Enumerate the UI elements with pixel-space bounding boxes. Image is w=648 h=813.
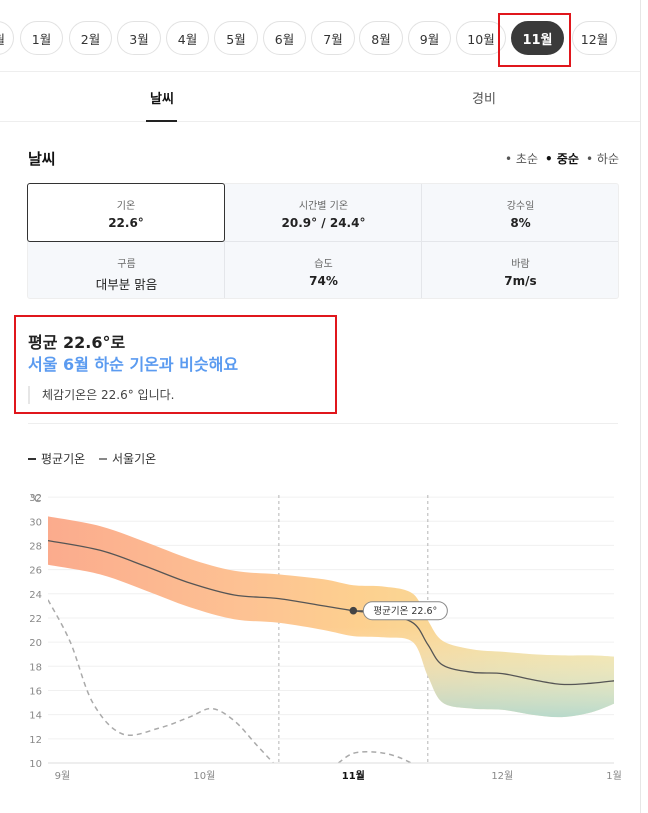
segment-late-label: 하순	[596, 152, 619, 166]
legend-dashed-line-icon	[99, 457, 107, 460]
stat-hourly-label: 시간별 기온	[298, 201, 349, 212]
segment-early[interactable]: • 초순	[505, 152, 538, 166]
highlight-box-month	[498, 13, 571, 67]
month-pill[interactable]: 4월	[166, 21, 209, 55]
month-pill[interactable]: 5월	[214, 21, 258, 55]
legend-avg: 평균기온	[28, 450, 85, 467]
stat-cloud-value: 대부분 맑음	[95, 277, 158, 292]
month-pill[interactable]: 7월	[311, 21, 355, 55]
marker-point	[349, 606, 358, 615]
stat-rain-label: 강수일	[506, 201, 535, 212]
segment-mid[interactable]: • 중순	[545, 152, 579, 166]
stat-cloud-label: 구름	[117, 259, 136, 270]
summary-comparison: 서울 6월 하순 기온과 비슷해요	[28, 355, 239, 374]
y-tick-label: 12	[29, 735, 42, 746]
stat-humidity-label: 습도	[314, 259, 333, 270]
stat-humidity[interactable]: 습도 74%	[225, 242, 422, 299]
month-pill[interactable]: 8월	[359, 21, 403, 55]
stat-wind[interactable]: 바람 7m/s	[422, 242, 619, 299]
section-divider	[28, 423, 618, 424]
temperature-chart: ℃ 10 12 14 16 18 20 22 24 26 28 30 32 9월 10월 11월 12월 1월 평…	[29, 493, 622, 782]
stat-cloud[interactable]: 구름 대부분 맑음	[28, 242, 225, 299]
x-tick-label: 9월	[55, 770, 71, 782]
y-tick-label: 30	[29, 517, 42, 528]
y-tick-label: 22	[29, 614, 42, 625]
month-pill[interactable]: 2월	[69, 21, 112, 55]
month-pill[interactable]: 3월	[117, 21, 161, 55]
segment-early-label: 초순	[515, 152, 538, 166]
y-tick-label: 26	[29, 566, 42, 577]
feels-like-text: 체감기온은 22.6° 입니다.	[28, 386, 174, 404]
stat-temperature-label: 기온	[116, 201, 136, 212]
marker-tooltip-label: 평균기온 22.6°	[373, 606, 437, 617]
content-frame-edge	[640, 0, 641, 813]
weather-section-title: 날씨	[28, 150, 56, 168]
x-tick-label: 12월	[491, 770, 513, 782]
y-tick-label: 10	[29, 759, 42, 770]
marker-tooltip	[362, 601, 448, 621]
y-tick-label: 28	[29, 541, 42, 552]
grid-divider	[28, 241, 618, 242]
tab-active-indicator	[146, 120, 177, 122]
summary-average: 평균 22.6°로	[28, 333, 126, 352]
stat-humidity-value: 74%	[309, 274, 338, 288]
stat-rain-days[interactable]: 강수일 8%	[422, 184, 619, 241]
stat-wind-value: 7m/s	[504, 274, 537, 288]
segment-mid-label: 중순	[556, 152, 579, 166]
legend-solid-line-icon	[28, 457, 36, 460]
highlight-box-summary	[14, 315, 337, 414]
stat-temperature-value: 22.6°	[108, 216, 144, 230]
month-pill[interactable]: 10월	[456, 21, 506, 55]
month-pill[interactable]: 1월	[20, 21, 63, 55]
stat-hourly-value: 20.9° / 24.4°	[281, 216, 366, 230]
month-pill[interactable]: 12월	[572, 21, 617, 55]
y-tick-label: 20	[29, 638, 42, 649]
tab-weather[interactable]: 날씨	[150, 91, 174, 107]
seoul-temperature-line	[337, 750, 413, 763]
month-pill[interactable]: 6월	[263, 21, 306, 55]
month-pill[interactable]: 11월	[511, 21, 564, 55]
seoul-temperature-line	[48, 599, 275, 763]
y-axis-unit: ℃	[30, 494, 41, 505]
stat-hourly-temperature[interactable]: 시간별 기온 20.9° / 24.4°	[225, 184, 422, 241]
x-tick-label: 1월	[606, 770, 622, 782]
segment-late[interactable]: • 하순	[586, 152, 619, 166]
y-tick-label: 24	[29, 590, 42, 601]
weather-stats-grid: 기온 22.6° 시간별 기온 20.9° / 24.4° 강수일 8% 구름 …	[27, 183, 619, 299]
temperature-range-band-cool	[48, 516, 614, 718]
stat-wind-label: 바람	[511, 259, 530, 270]
legend-avg-label: 평균기온	[41, 452, 86, 466]
y-tick-label: 16	[29, 686, 42, 697]
tab-bar: 날씨 경비	[0, 72, 640, 122]
stat-rain-value: 8%	[510, 216, 531, 230]
x-tick-label: 10월	[193, 770, 215, 782]
legend-seoul-label: 서울기온	[112, 452, 157, 466]
y-tick-label: 32	[29, 493, 42, 504]
month-selector: 월1월2월3월4월5월6월7월8월9월10월11월12월	[0, 0, 640, 72]
month-pill[interactable]: 9월	[408, 21, 451, 55]
x-tick-label: 11월	[342, 770, 365, 782]
tab-cost[interactable]: 경비	[472, 91, 496, 107]
y-tick-label: 14	[29, 711, 42, 722]
stat-temperature[interactable]: 기온 22.6°	[27, 183, 225, 242]
legend-seoul: 서울기온	[99, 450, 156, 467]
month-pill[interactable]: 월	[0, 21, 14, 55]
y-tick-label: 18	[29, 662, 42, 673]
